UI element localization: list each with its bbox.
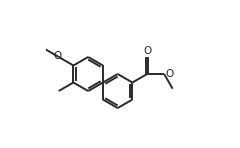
Text: O: O xyxy=(143,45,151,56)
Text: O: O xyxy=(165,69,173,79)
Text: O: O xyxy=(54,50,62,61)
